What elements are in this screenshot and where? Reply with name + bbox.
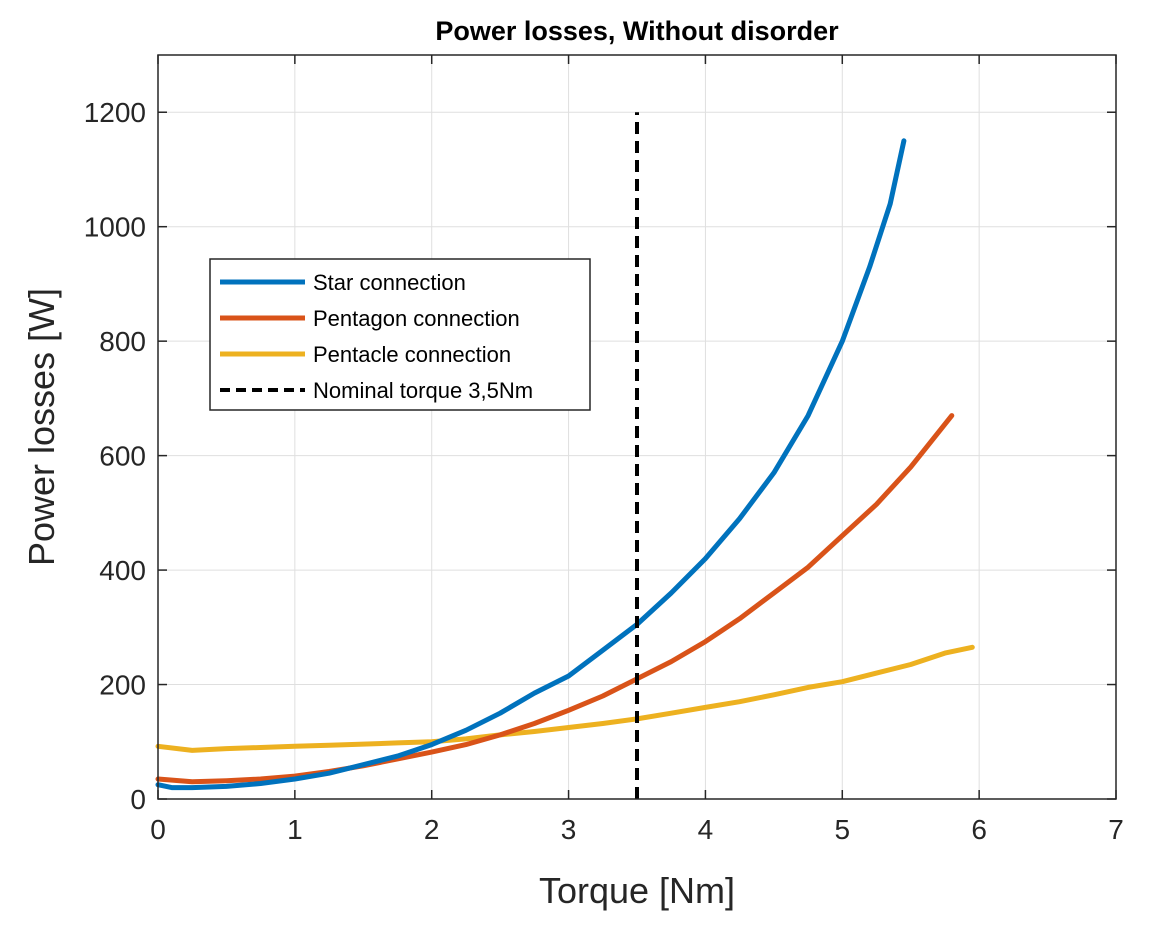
y-axis-label: Power losses [W]: [21, 288, 62, 566]
y-tick-label: 600: [99, 441, 146, 472]
series-line-pentagon-connection: [155, 413, 955, 785]
series-lines: [155, 112, 975, 799]
y-tick-label: 1200: [84, 97, 146, 128]
chart-title: Power losses, Without disorder: [435, 16, 839, 46]
y-tick-label: 800: [99, 326, 146, 357]
legend-label-pentagon-connection: Pentagon connection: [313, 306, 520, 331]
y-tick-label: 0: [130, 784, 146, 815]
x-tick-label: 7: [1108, 814, 1124, 845]
x-tick-label: 1: [287, 814, 303, 845]
x-tick-label: 5: [834, 814, 850, 845]
plot-frame: [157, 54, 1117, 800]
y-tick-label: 400: [99, 555, 146, 586]
x-tick-label: 0: [150, 814, 166, 845]
series-line-star-connection: [155, 138, 907, 791]
y-tick-label: 200: [99, 670, 146, 701]
axis-ticks: 0 1 2 3 4 5 6 7 0 200 400 600 800 1000 1200: [84, 55, 1124, 845]
legend: Star connection Pentagon connection Pent…: [209, 258, 591, 411]
legend-label-pentacle-connection: Pentacle connection: [313, 342, 511, 367]
x-tick-label: 6: [971, 814, 987, 845]
x-tick-label: 2: [424, 814, 440, 845]
y-tick-label: 1000: [84, 212, 146, 243]
series-line-pentacle-connection: [155, 644, 975, 753]
legend-label-star-connection: Star connection: [313, 270, 466, 295]
legend-label-nominal-torque: Nominal torque 3,5Nm: [313, 378, 533, 403]
x-tick-label: 4: [698, 814, 714, 845]
x-tick-label: 3: [561, 814, 577, 845]
x-axis-label: Torque [Nm]: [539, 870, 735, 911]
